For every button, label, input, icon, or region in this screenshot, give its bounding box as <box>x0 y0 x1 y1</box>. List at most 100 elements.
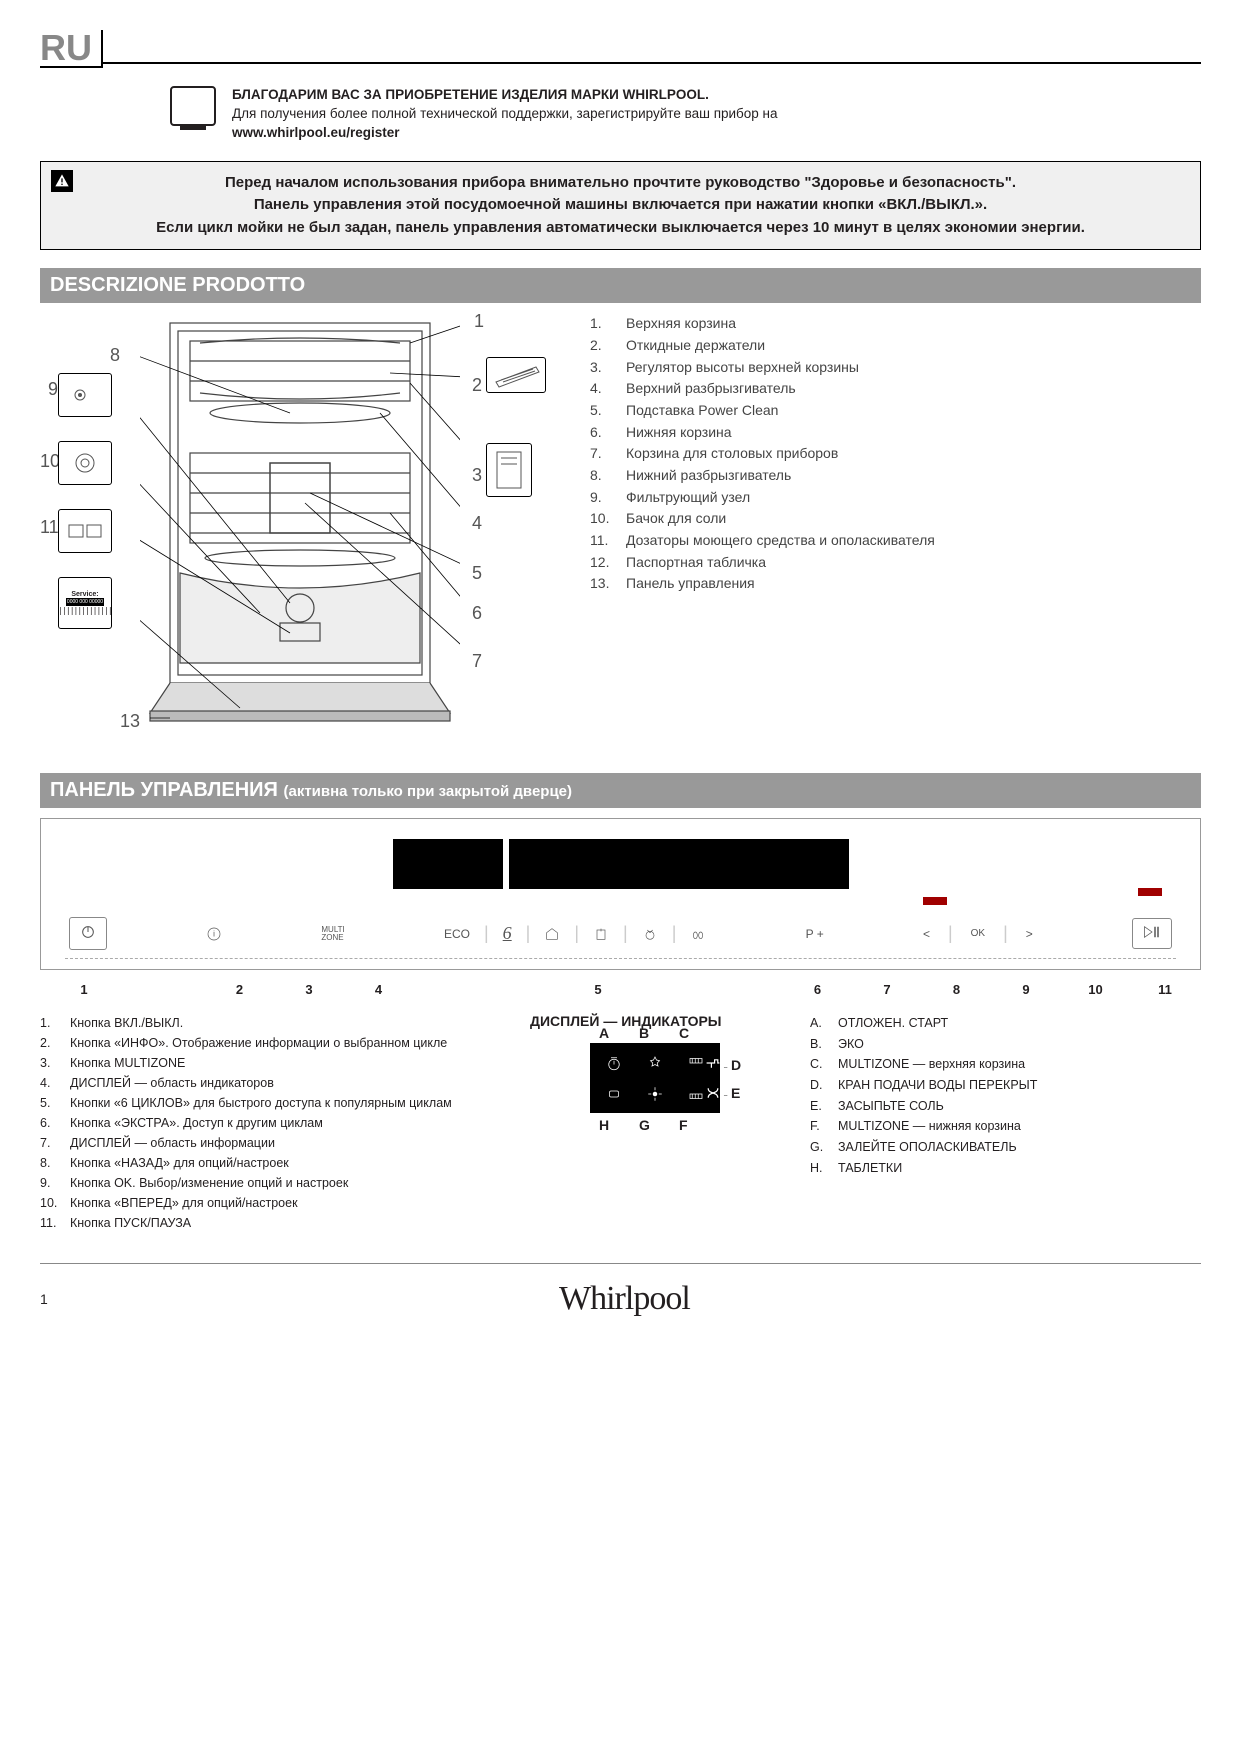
dishwasher-diagram: 8 9 10 11 12 13 1 2 3 4 5 6 7 Service: 0… <box>40 313 550 743</box>
back-button: < <box>923 927 930 941</box>
separator: | <box>623 923 628 944</box>
callout-number: 7 <box>472 651 482 672</box>
product-description: 8 9 10 11 12 13 1 2 3 4 5 6 7 Service: 0… <box>40 313 1201 743</box>
parts-list-item: 1.Верхняя корзина <box>590 313 1201 335</box>
svg-text:i: i <box>213 929 215 938</box>
dotted-leader: ····· <box>723 1091 726 1100</box>
callout-number: 13 <box>120 711 140 732</box>
rinse-aid-icon <box>637 1080 674 1107</box>
section-title: ПАНЕЛЬ УПРАВЛЕНИЯ <box>50 779 278 801</box>
language-code: RU <box>40 30 102 68</box>
parts-list-item: 8.Нижний разбрызгиватель <box>590 465 1201 487</box>
separator: | <box>526 923 531 944</box>
display-info-area <box>509 839 849 889</box>
callout-number: 11 <box>40 517 59 538</box>
callout-number: 6 <box>472 603 482 624</box>
callout-number: 2 <box>472 375 482 396</box>
panel-number: 5 <box>588 982 608 997</box>
panel-list-item: 5.Кнопки «6 ЦИКЛОВ» для быстрого доступа… <box>40 1093 500 1113</box>
callout-number: 9 <box>48 379 58 400</box>
ok-button: OK <box>971 928 985 939</box>
separator: | <box>574 923 579 944</box>
parts-list-item: 10.Бачок для соли <box>590 508 1201 530</box>
panel-number: 10 <box>1086 982 1106 997</box>
display-indicator-area <box>393 839 503 889</box>
cycle-buttons-group: ECO | 6 | | | | <box>444 923 706 944</box>
separator: | <box>484 923 489 944</box>
indicator-letter: G <box>639 1117 650 1133</box>
intro-url: www.whirlpool.eu/register <box>232 124 778 143</box>
parts-list-item: 6.Нижняя корзина <box>590 422 1201 444</box>
panel-list-item: 1.Кнопка ВКЛ./ВЫКЛ. <box>40 1013 500 1033</box>
parts-list-item: 4.Верхний разбрызгиватель <box>590 378 1201 400</box>
detail-thumbnail: Service: 0000 000 00000 |||||||||||||| <box>58 577 112 629</box>
tick-line <box>65 958 1176 959</box>
cycle-icon <box>544 926 560 942</box>
display-title: ДИСПЛЕЙ — ИНДИКАТОРЫ <box>530 1013 780 1029</box>
header-rule <box>102 62 1201 64</box>
panel-list-item: 9.Кнопка OK. Выбор/изменение опций и нас… <box>40 1173 500 1193</box>
indicator-letter: C <box>679 1025 689 1041</box>
callout-number: 8 <box>110 345 120 366</box>
eco-button: ECO <box>444 927 470 941</box>
detail-thumbnail <box>58 373 112 417</box>
intro-body: Для получения более полной технической п… <box>232 105 778 124</box>
separator: | <box>672 923 677 944</box>
section-title-bar: ПАНЕЛЬ УПРАВЛЕНИЯ (активна только при за… <box>40 773 1201 808</box>
panel-list-item: 8.Кнопка «НАЗАД» для опций/настроек <box>40 1153 500 1173</box>
display-indicators: ДИСПЛЕЙ — ИНДИКАТОРЫ A B C D E F G H ···… <box>530 1013 780 1233</box>
panel-number: 11 <box>1155 982 1175 997</box>
button-legend: 1.Кнопка ВКЛ./ВЫКЛ.2.Кнопка «ИНФО». Отоб… <box>40 1013 500 1233</box>
intro-text: БЛАГОДАРИМ ВАС ЗА ПРИОБРЕТЕНИЕ ИЗДЕЛИЯ М… <box>232 86 778 143</box>
indicator-list-item: H.ТАБЛЕТКИ <box>810 1158 1201 1179</box>
delay-icon <box>596 1049 633 1076</box>
parts-list-item: 9.Фильтрующий узел <box>590 487 1201 509</box>
dishwasher-illustration <box>140 313 460 723</box>
extra-button: P + <box>806 927 824 941</box>
indicator-list-item: G.ЗАЛЕЙТЕ ОПОЛАСКИВАТЕЛЬ <box>810 1137 1201 1158</box>
indicator-letter: D <box>731 1057 741 1073</box>
nav-buttons-group: < | OK | > <box>923 923 1033 944</box>
detail-thumbnail <box>486 443 532 497</box>
indicator-list-item: F.MULTIZONE — нижняя корзина <box>810 1116 1201 1137</box>
indicator-list-item: E.ЗАСЫПЬТЕ СОЛЬ <box>810 1096 1201 1117</box>
section-title-bar: DESCRIZIONE PRODOTTO <box>40 268 1201 303</box>
language-header: RU <box>40 30 1201 68</box>
salt-icon <box>703 1085 723 1101</box>
panel-number: 9 <box>1016 982 1036 997</box>
parts-list-item: 13.Панель управления <box>590 573 1201 595</box>
cycle-icon <box>642 926 658 942</box>
callout-number: 5 <box>472 563 482 584</box>
warning-box: Перед началом использования прибора вним… <box>40 161 1201 251</box>
panel-number: 7 <box>877 982 897 997</box>
panel-list-item: 6.Кнопка «ЭКСТРА». Доступ к другим цикла… <box>40 1113 500 1133</box>
panel-number: 1 <box>74 982 94 997</box>
indicator-letter: B <box>639 1025 649 1041</box>
cycle-icon <box>690 926 706 942</box>
control-panel-diagram: i MULTI ZONE ECO | 6 | | | | P + < | OK … <box>40 818 1201 970</box>
parts-list-item: 5.Подставка Power Clean <box>590 400 1201 422</box>
callout-number: 1 <box>474 311 484 332</box>
indicator-panel <box>590 1043 720 1113</box>
indicator-list-item: C.MULTIZONE — верхняя корзина <box>810 1054 1201 1075</box>
eco-icon <box>637 1049 674 1076</box>
panel-list-item: 4.ДИСПЛЕЙ — область индикаторов <box>40 1073 500 1093</box>
separator: | <box>1003 923 1008 944</box>
panel-list-item: 11.Кнопка ПУСК/ПАУЗА <box>40 1213 500 1233</box>
monitor-icon <box>170 86 216 126</box>
forward-button: > <box>1026 927 1033 941</box>
info-button: i <box>206 926 222 942</box>
detail-thumbnail <box>58 509 112 553</box>
indicator-diagram: A B C D E F G H ····· ····· <box>575 1043 735 1113</box>
section-subtitle: (активна только при закрытой дверце) <box>283 783 572 800</box>
page-footer: 1 Whirlpool <box>40 1263 1201 1318</box>
panel-list-item: 2.Кнопка «ИНФО». Отображение информации … <box>40 1033 500 1053</box>
warning-line: Панель управления этой посудомоечной маш… <box>59 194 1182 217</box>
brand-logo: Whirlpool <box>48 1280 1201 1318</box>
multizone-button: MULTI ZONE <box>321 926 344 942</box>
panel-number: 2 <box>230 982 250 997</box>
page-number: 1 <box>40 1291 48 1307</box>
indicator-letter: E <box>731 1085 740 1101</box>
callout-number: 4 <box>472 513 482 534</box>
start-pause-button <box>1132 918 1172 949</box>
